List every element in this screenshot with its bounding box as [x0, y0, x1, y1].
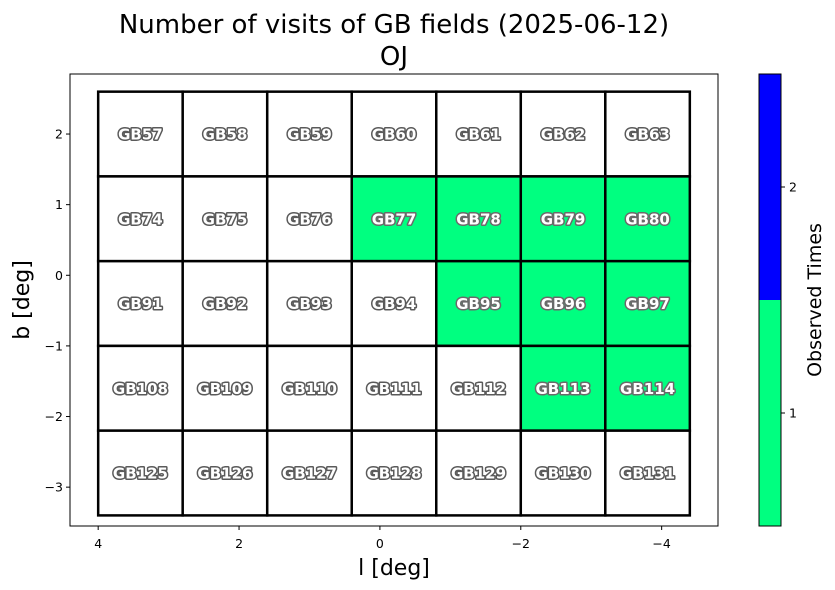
field-label: GB109 — [197, 380, 252, 398]
field-label: GB129 — [451, 465, 506, 483]
field-label: GB93 — [287, 295, 332, 313]
field-label: GB79 — [541, 210, 586, 228]
y-tick-label: −2 — [45, 409, 63, 424]
field-cell — [96, 175, 184, 263]
field-label: GB108 — [113, 380, 168, 398]
y-tick-label: −1 — [45, 338, 63, 353]
y-tick-label: −3 — [45, 480, 63, 495]
field-label: GB114 — [620, 380, 675, 398]
field-label: GB91 — [118, 295, 163, 313]
field-label: GB130 — [536, 465, 591, 483]
field-label: GB92 — [203, 295, 248, 313]
field-label: GB76 — [287, 210, 332, 228]
x-axis-label: l [deg] — [358, 556, 430, 581]
field-cell — [519, 259, 607, 348]
colorbar-label: Observed Times — [804, 223, 826, 377]
field-cell — [181, 90, 269, 178]
field-label: GB113 — [536, 380, 591, 398]
field-cell — [604, 175, 692, 263]
field-cell — [435, 175, 523, 263]
chart-subtitle: OJ — [380, 42, 408, 72]
field-cell — [96, 344, 184, 432]
field-cell — [519, 429, 607, 517]
field-label: GB80 — [625, 210, 670, 228]
colorbar-tick-label: 2 — [789, 180, 797, 195]
field-cell — [519, 344, 607, 432]
field-label: GB58 — [203, 126, 248, 144]
field-label: GB97 — [625, 295, 670, 313]
field-label: GB63 — [625, 126, 670, 144]
x-tick-label: −2 — [512, 536, 530, 551]
field-cell — [96, 90, 184, 178]
field-label: GB128 — [366, 465, 421, 483]
plot-frame — [69, 73, 719, 527]
colorbar-tick-label: 1 — [789, 406, 797, 421]
field-label: GB75 — [203, 210, 248, 228]
field-label: GB111 — [366, 380, 421, 398]
field-label: GB126 — [197, 465, 252, 483]
x-tick-label: −4 — [652, 536, 670, 551]
field-cell — [96, 429, 184, 517]
x-tick-label: 0 — [376, 536, 384, 551]
y-axis: 2 1 0 −1 −2 −3 — [45, 127, 70, 495]
field-label: GB60 — [372, 126, 417, 144]
field-cell — [519, 90, 607, 178]
y-axis-label: b [deg] — [10, 260, 35, 340]
field-label: GB74 — [118, 210, 163, 228]
field-cell — [265, 259, 353, 348]
chart-title: Number of visits of GB fields (2025-06-1… — [119, 10, 669, 40]
y-tick-label: 2 — [55, 127, 63, 142]
field-label: GB94 — [372, 295, 417, 313]
colorbar: 12 — [758, 73, 797, 527]
field-label: GB112 — [451, 380, 506, 398]
x-tick-label: 2 — [235, 536, 243, 551]
field-cell — [265, 429, 353, 517]
colorbar-frame — [758, 73, 782, 527]
x-tick-label: 4 — [94, 536, 102, 551]
field-label: GB57 — [118, 126, 163, 144]
field-cell — [265, 175, 353, 263]
field-cell — [435, 259, 523, 348]
colorbar-segment-2 — [759, 74, 781, 300]
field-label: GB95 — [456, 295, 501, 313]
colorbar-segment-1 — [759, 300, 781, 526]
field-label: GB77 — [372, 210, 417, 228]
x-axis: 4 2 0 −2 −4 — [94, 526, 671, 551]
field-cell — [181, 344, 269, 432]
field-cell — [181, 259, 269, 348]
field-label: GB61 — [456, 126, 501, 144]
field-cell — [604, 259, 692, 348]
field-label: GB96 — [541, 295, 586, 313]
y-tick-label: 1 — [55, 197, 63, 212]
field-label: GB125 — [113, 465, 168, 483]
field-label: GB78 — [456, 210, 501, 228]
field-label: GB110 — [282, 380, 337, 398]
field-label: GB62 — [541, 126, 586, 144]
field-label: GB127 — [282, 465, 337, 483]
y-tick-label: 0 — [55, 268, 63, 283]
field-cell — [604, 429, 692, 517]
field-label: GB131 — [620, 465, 675, 483]
field-grid: GB57 GB58 GB59 GB60 GB61 GB62 GB63 GB74 GB75 GB76… — [96, 90, 692, 517]
field-label: GB59 — [287, 126, 332, 144]
field-cell — [350, 259, 438, 348]
